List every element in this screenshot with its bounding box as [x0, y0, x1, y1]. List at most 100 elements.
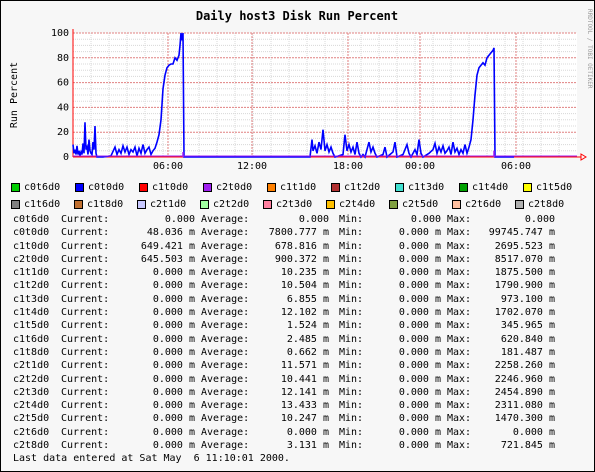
- legend-item: c2t8d0: [515, 199, 578, 210]
- stat-min-label: Min:: [339, 280, 364, 292]
- stat-current-label: Current:: [61, 346, 110, 358]
- stat-average-label: Average:: [201, 280, 250, 292]
- legend-label: c1t1d0: [280, 182, 317, 193]
- stat-disk-name: c0t0d0: [13, 227, 50, 239]
- legend-label: c1t6d0: [24, 199, 61, 210]
- stat-max-label: Max:: [447, 293, 472, 305]
- legend-item: c1t2d0: [331, 182, 395, 193]
- stat-average-value: 900.372 m: [274, 253, 329, 265]
- stat-current-label: Current:: [61, 240, 110, 252]
- x-tick-label: 06:00: [153, 161, 183, 172]
- stat-max-label: Max:: [447, 400, 472, 412]
- stat-current-value: 0.000 m: [152, 307, 195, 319]
- legend-item: c0t0d0: [75, 182, 139, 193]
- legend-swatch: [389, 200, 398, 209]
- stat-min-label: Min:: [339, 240, 364, 252]
- stat-average-label: Average:: [201, 307, 250, 319]
- stat-average-value: 10.504 m: [280, 280, 329, 292]
- legend-label: c1t4d0: [472, 182, 509, 193]
- stat-min-value: 0.000 m: [398, 373, 441, 385]
- stat-max-value: 2311.080 m: [494, 400, 555, 412]
- legend-label: c2t1d0: [150, 199, 187, 210]
- legend-item: c1t8d0: [74, 199, 137, 210]
- stat-max-label: Max:: [447, 373, 472, 385]
- stat-disk-name: c2t0d0: [13, 253, 50, 265]
- chart-title: Daily host3 Disk Run Percent: [196, 9, 398, 23]
- stat-min-value: 0.000 m: [398, 400, 441, 412]
- stats-row: c1t2d0 Current: 0.000 m Average: 10.504 m Min…: [13, 279, 555, 292]
- stat-disk-name: c0t6d0: [13, 214, 50, 225]
- stat-min-value: 0.000 m: [398, 267, 441, 279]
- stat-current-value: 0.000 m: [152, 413, 195, 425]
- legend-label: c0t6d0: [24, 182, 61, 193]
- stat-average-label: Average:: [201, 360, 250, 372]
- stats-row: c0t0d0 Current: 48.036 m Average: 7800.777 m…: [13, 226, 555, 239]
- stat-min-label: Min:: [339, 320, 364, 332]
- legend-label: c2t0d0: [216, 182, 253, 193]
- stat-min-value: 0.000 m: [398, 346, 441, 358]
- stat-current-label: Current:: [61, 293, 110, 305]
- stat-average-value: 12.102 m: [280, 307, 329, 319]
- stat-current-label: Current:: [61, 333, 110, 345]
- legend-row: c1t6d0 c1t8d0 c2t1d0 c2t2d0 c2t3d0 c2t4d0 c2t5…: [11, 196, 591, 213]
- legend-swatch: [263, 200, 272, 209]
- stat-disk-name: c1t4d0: [13, 307, 50, 319]
- stat-current-label: Current:: [61, 227, 110, 239]
- stat-max-label: Max:: [447, 214, 472, 225]
- stat-disk-name: c1t1d0: [13, 267, 50, 279]
- stat-average-value: 11.571 m: [280, 360, 329, 372]
- stat-max-label: Max:: [447, 240, 472, 252]
- stat-current-label: Current:: [61, 360, 110, 372]
- stat-disk-name: c1t6d0: [13, 333, 50, 345]
- stat-current-value: 649.421 m: [140, 240, 195, 252]
- legend-item: c1t4d0: [459, 182, 523, 193]
- stats-row: c2t2d0 Current: 0.000 m Average: 10.441 m Min…: [13, 373, 555, 386]
- legend-item: c1t3d0: [395, 182, 459, 193]
- stat-min-label: Min:: [339, 440, 364, 452]
- stat-average-value: 12.141 m: [280, 386, 329, 398]
- stat-average-value: 0.000 m: [286, 426, 329, 438]
- stat-current-value: 0.000 m: [152, 280, 195, 292]
- stat-current-label: Current:: [61, 400, 110, 412]
- stat-max-value: 2695.523 m: [494, 240, 555, 252]
- legend-item: c2t1d0: [137, 199, 200, 210]
- stat-max-label: Max:: [447, 227, 472, 239]
- stat-min-value: 0.000 m: [398, 386, 441, 398]
- stat-current-value: 0.000 m: [152, 360, 195, 372]
- stat-average-label: Average:: [201, 386, 250, 398]
- stat-disk-name: c2t5d0: [13, 413, 50, 425]
- stat-max-label: Max:: [447, 320, 472, 332]
- legend-swatch: [326, 200, 335, 209]
- stat-max-value: 620.840 m: [500, 333, 555, 345]
- legend-item: c1t1d0: [267, 182, 331, 193]
- legend-swatch: [139, 183, 148, 192]
- stat-min-label: Min:: [339, 360, 364, 372]
- legend-item: c1t0d0: [139, 182, 203, 193]
- y-axis-label: Run Percent: [9, 62, 20, 128]
- legend-item: c2t2d0: [200, 199, 263, 210]
- legend-swatch: [75, 183, 84, 192]
- stat-average-label: Average:: [201, 227, 250, 239]
- legend-item: c2t0d0: [203, 182, 267, 193]
- legend-label: c0t0d0: [88, 182, 125, 193]
- stat-average-value: 0.662 m: [286, 346, 329, 358]
- legend-label: c2t5d0: [402, 199, 439, 210]
- stat-disk-name: c1t5d0: [13, 320, 50, 332]
- stat-disk-name: c2t4d0: [13, 400, 50, 412]
- x-tick-label: 18:00: [333, 161, 363, 172]
- legend-swatch: [203, 183, 212, 192]
- stat-current-value: 0.000: [164, 214, 195, 225]
- legend-item: c0t6d0: [11, 182, 75, 193]
- legend-item: c1t6d0: [11, 199, 74, 210]
- stat-min-label: Min:: [339, 373, 364, 385]
- stat-max-value: 345.965 m: [500, 320, 555, 332]
- stat-average-label: Average:: [201, 346, 250, 358]
- stat-average-value: 13.433 m: [280, 400, 329, 412]
- series-line-c0t0d0: [72, 32, 514, 159]
- stat-average-label: Average:: [201, 293, 250, 305]
- stat-max-label: Max:: [447, 253, 472, 265]
- stat-max-label: Max:: [447, 360, 472, 372]
- stat-average-label: Average:: [201, 426, 250, 438]
- legend-swatch: [331, 183, 340, 192]
- stat-current-label: Current:: [61, 426, 110, 438]
